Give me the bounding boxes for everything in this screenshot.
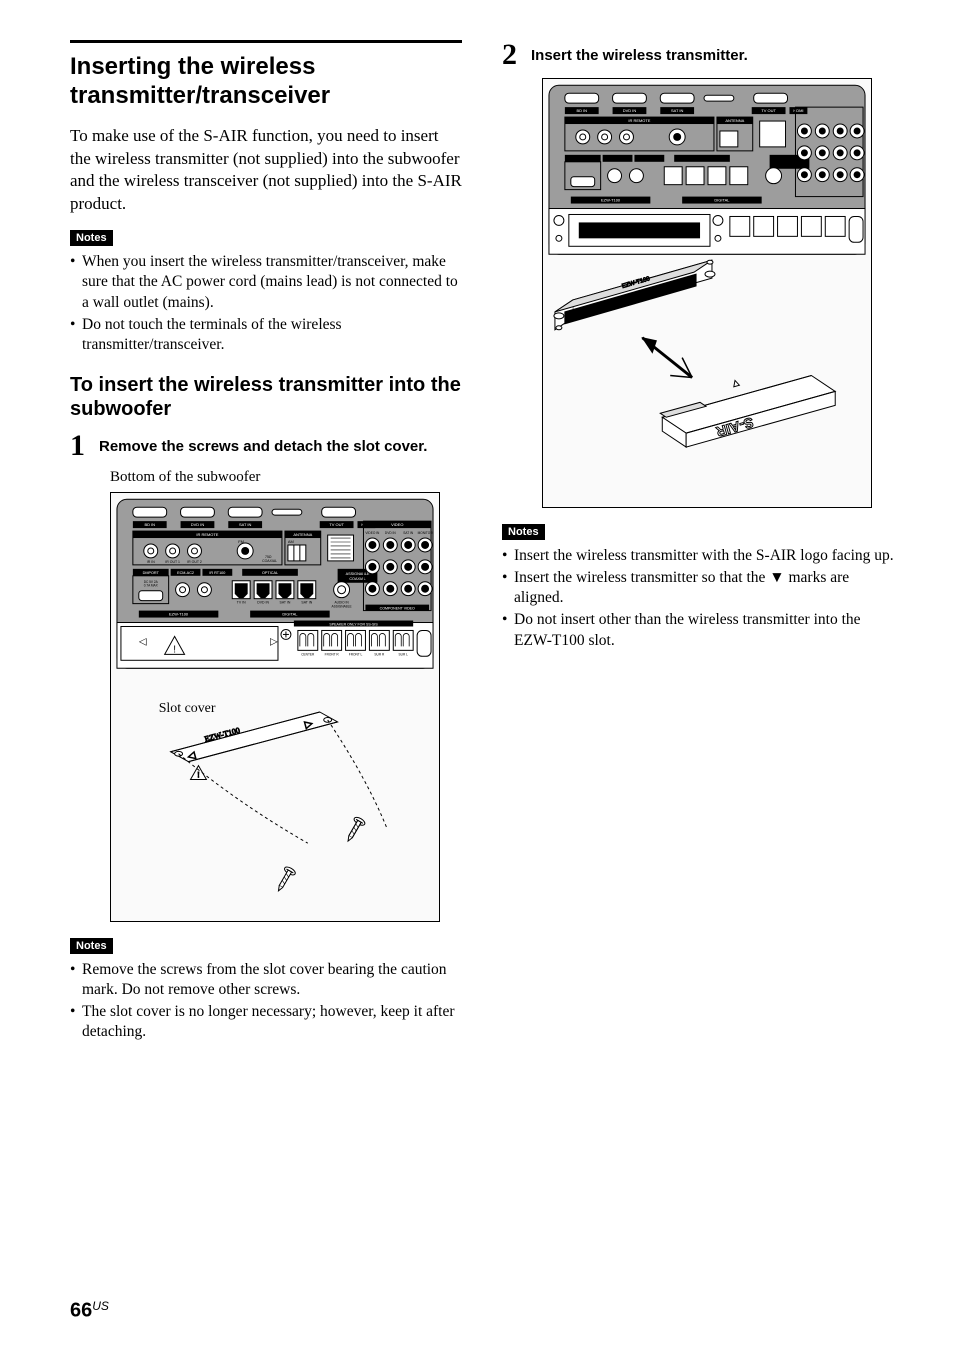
- svg-text:TV OUT: TV OUT: [761, 108, 776, 113]
- svg-text:VIDEO IN: VIDEO IN: [365, 531, 380, 535]
- svg-text:SAT IN: SAT IN: [671, 108, 684, 113]
- section-heading: Inserting the wireless transmitter/trans…: [70, 53, 462, 111]
- note-item: Remove the screws from the slot cover be…: [70, 960, 462, 1000]
- insert-transmitter-diagram: BD IN DVD IN SAT IN TV OUT HDMI IR REMOTE AN…: [542, 78, 872, 508]
- subsection-heading: To insert the wireless transmitter into …: [70, 373, 462, 421]
- note-item: Insert the wireless transmitter with the…: [502, 546, 894, 566]
- svg-text:CENTER: CENTER: [301, 652, 315, 656]
- svg-text:HDMI: HDMI: [793, 108, 803, 113]
- svg-text:ANTENNA: ANTENNA: [725, 118, 744, 123]
- svg-text:DVD IN: DVD IN: [257, 601, 269, 605]
- step-1: 1 Remove the screws and detach the slot …: [70, 431, 462, 461]
- svg-text:MONITOR: MONITOR: [418, 531, 434, 535]
- step-instruction: Insert the wireless transmitter.: [531, 40, 748, 66]
- diagram-caption: Bottom of the subwoofer: [110, 469, 462, 486]
- note-item: Do not insert other than the wireless tr…: [502, 610, 894, 650]
- svg-text:TV IN: TV IN: [237, 601, 246, 605]
- notes-list-2: Remove the screws from the slot cover be…: [70, 960, 462, 1043]
- step-2: 2 Insert the wireless transmitter.: [502, 40, 894, 70]
- svg-text:DIGITAL: DIGITAL: [282, 612, 298, 617]
- svg-text:◁: ◁: [139, 636, 147, 647]
- page-suffix: US: [92, 1299, 109, 1313]
- svg-text:ECM-AC2: ECM-AC2: [177, 571, 194, 575]
- svg-text:EZW-T100: EZW-T100: [169, 612, 189, 617]
- note-item: The slot cover is no longer necessary; h…: [70, 1002, 462, 1042]
- svg-text:SAT IN: SAT IN: [403, 531, 414, 535]
- svg-text:FRONT L: FRONT L: [349, 652, 363, 656]
- svg-text:SAT IN: SAT IN: [301, 601, 312, 605]
- notes-label: Notes: [502, 524, 545, 540]
- svg-text:VIDEO: VIDEO: [391, 522, 403, 527]
- svg-text:DMPORT: DMPORT: [143, 571, 160, 575]
- svg-text:IR OUT 2: IR OUT 2: [187, 560, 202, 564]
- svg-text:SUR R: SUR R: [374, 652, 385, 656]
- note-item: Insert the wireless transmitter so that …: [502, 568, 894, 608]
- svg-text:▲: ▲: [730, 377, 742, 390]
- step-instruction: Remove the screws and detach the slot co…: [99, 431, 427, 457]
- svg-text:FRONT R: FRONT R: [325, 652, 340, 656]
- svg-text:IR REMOTE: IR REMOTE: [628, 118, 650, 123]
- svg-text:▷: ▷: [270, 636, 278, 647]
- svg-text:IR OUT 1: IR OUT 1: [165, 560, 180, 564]
- svg-text:ANTENNA: ANTENNA: [293, 532, 312, 537]
- note-item: When you insert the wireless transmitter…: [70, 252, 462, 312]
- svg-text:IR IN: IR IN: [147, 560, 155, 564]
- svg-text:DIGITAL: DIGITAL: [714, 198, 730, 203]
- note-item: Do not touch the terminals of the wirele…: [70, 315, 462, 355]
- svg-text:!: !: [173, 644, 176, 655]
- svg-text:SAT IN: SAT IN: [239, 522, 252, 527]
- step-number: 2: [502, 40, 517, 70]
- intro-paragraph: To make use of the S-AIR function, you n…: [70, 125, 462, 217]
- svg-text:EZW-T100: EZW-T100: [601, 198, 621, 203]
- svg-text:ASSIGNABLE: ASSIGNABLE: [332, 605, 352, 609]
- svg-text:TV OUT: TV OUT: [329, 522, 344, 527]
- svg-text:COAXIAL: COAXIAL: [262, 559, 277, 563]
- svg-text:SAT IN: SAT IN: [280, 601, 291, 605]
- page-number: 66: [70, 1299, 92, 1321]
- svg-text:COMPONENT VIDEO: COMPONENT VIDEO: [380, 607, 415, 611]
- step-number: 1: [70, 431, 85, 461]
- svg-text:Slot cover: Slot cover: [159, 701, 216, 716]
- svg-text:BD IN: BD IN: [144, 522, 155, 527]
- notes-list-1: When you insert the wireless transmitter…: [70, 252, 462, 355]
- svg-text:SUR L: SUR L: [399, 652, 409, 656]
- svg-text:SPEAKER ONLY FO: SPEAKER ONLY FOR SS-SIS: [329, 623, 378, 627]
- svg-text:OPTICAL: OPTICAL: [262, 571, 278, 575]
- svg-text:ASSIGNABLE: ASSIGNABLE: [346, 572, 370, 576]
- svg-text:IR REMOTE: IR REMOTE: [196, 532, 218, 537]
- svg-text:IR RT100: IR RT100: [209, 571, 225, 575]
- svg-text:DVD IN: DVD IN: [191, 522, 205, 527]
- subwoofer-panel-diagram: BD INDVD INSAT INTV OUTHDMI IR REMOTE AN…: [110, 492, 440, 922]
- svg-text:BD IN: BD IN: [576, 108, 587, 113]
- notes-list-3: Insert the wireless transmitter with the…: [502, 546, 894, 651]
- svg-text:AM: AM: [288, 539, 294, 544]
- svg-text:DVD IN: DVD IN: [385, 531, 396, 535]
- page-footer: 66US: [70, 1299, 109, 1322]
- svg-text:DVD IN: DVD IN: [623, 108, 637, 113]
- svg-text:0.7A MAX: 0.7A MAX: [144, 584, 159, 588]
- svg-text:!: !: [197, 771, 200, 780]
- notes-label: Notes: [70, 938, 113, 954]
- notes-label: Notes: [70, 230, 113, 246]
